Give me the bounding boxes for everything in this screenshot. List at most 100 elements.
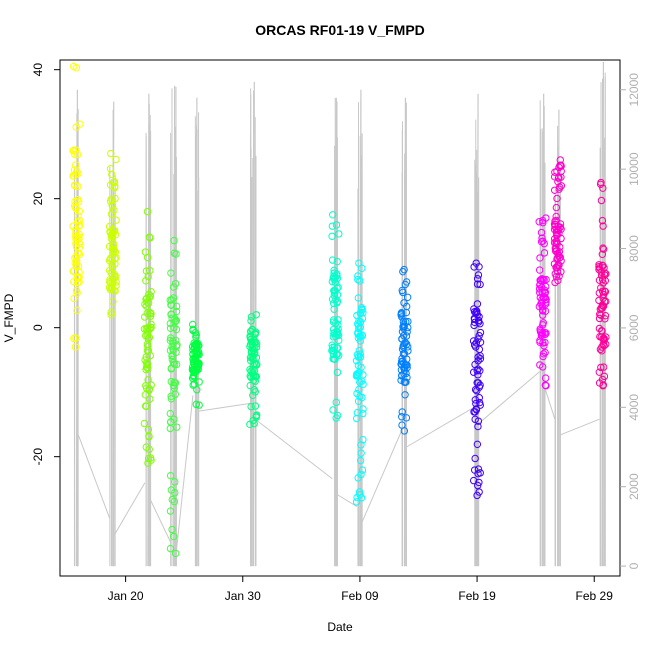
- data-point: [535, 218, 543, 226]
- data-point: [353, 389, 361, 398]
- data-point: [598, 216, 607, 225]
- data-point: [595, 261, 603, 269]
- data-point: [74, 195, 82, 204]
- data-point: [353, 493, 361, 502]
- data-point: [166, 409, 175, 418]
- data-point: [402, 414, 411, 422]
- data-point: [601, 315, 609, 323]
- data-point: [71, 181, 79, 190]
- data-point: [142, 302, 151, 310]
- data-point: [146, 351, 154, 360]
- data-point: [143, 207, 152, 216]
- data-point: [146, 309, 154, 317]
- data-point: [353, 370, 361, 378]
- data-point: [142, 295, 150, 303]
- data-point: [359, 409, 367, 418]
- data-point: [250, 419, 258, 428]
- data-point: [143, 340, 152, 348]
- data-point: [596, 180, 605, 188]
- data-point: [358, 264, 366, 272]
- data-point: [399, 350, 408, 358]
- data-point: [71, 259, 79, 267]
- data-point: [537, 228, 546, 237]
- data-point: [599, 363, 608, 371]
- data-point: [109, 229, 117, 238]
- data-point: [195, 401, 203, 409]
- data-point: [335, 230, 343, 238]
- data-point: [401, 378, 410, 387]
- data-point: [472, 405, 480, 413]
- data-point: [252, 311, 260, 319]
- altitude-connector: [77, 434, 111, 519]
- data-point: [140, 419, 149, 428]
- data-point: [329, 211, 337, 219]
- y-axis-label: V_FMPD: [2, 293, 16, 342]
- data-point: [112, 216, 120, 224]
- data-point: [541, 374, 550, 382]
- data-point: [147, 381, 155, 389]
- data-point: [596, 345, 605, 354]
- data-point: [595, 324, 604, 333]
- data-point: [358, 332, 367, 340]
- data-point: [473, 300, 482, 308]
- data-point: [142, 402, 151, 410]
- data-point: [539, 352, 547, 361]
- data-point: [169, 294, 178, 302]
- data-point: [172, 302, 181, 311]
- data-point: [540, 342, 548, 350]
- data-point: [189, 374, 197, 383]
- data-point: [109, 278, 117, 287]
- data-point: [144, 376, 152, 384]
- data-point: [554, 276, 562, 285]
- data-point: [473, 387, 481, 395]
- altitude-connector: [254, 418, 333, 480]
- data-point: [356, 318, 365, 326]
- data-point: [599, 222, 607, 230]
- data-point: [166, 424, 174, 433]
- data-point: [552, 247, 560, 255]
- data-point: [70, 294, 78, 303]
- data-point: [192, 341, 200, 349]
- data-point: [557, 182, 566, 190]
- data-point: [112, 155, 120, 164]
- data-point: [357, 363, 365, 372]
- data-point: [398, 371, 406, 380]
- data-point: [246, 333, 255, 342]
- data-point: [597, 196, 606, 205]
- data-point: [470, 321, 478, 330]
- data-point: [555, 272, 563, 280]
- data-point: [106, 181, 115, 189]
- data-point: [73, 150, 82, 159]
- data-point: [71, 150, 79, 159]
- data-point: [249, 369, 257, 377]
- data-point: [75, 250, 84, 259]
- altitude-trace: [252, 81, 255, 567]
- data-point: [539, 350, 548, 358]
- data-point: [331, 274, 339, 282]
- data-point: [166, 544, 175, 553]
- altitude-connector: [149, 498, 172, 543]
- altitude-trace: [403, 97, 407, 567]
- data-point: [475, 345, 484, 354]
- data-point: [251, 388, 259, 396]
- data-point: [73, 306, 81, 315]
- data-point: [472, 339, 481, 347]
- data-point: [250, 376, 258, 384]
- data-point: [333, 328, 341, 336]
- data-point: [474, 422, 482, 431]
- data-point: [167, 364, 176, 372]
- data-point: [359, 309, 367, 317]
- data-point: [600, 287, 609, 295]
- data-point: [72, 258, 81, 266]
- data-point: [111, 287, 119, 295]
- data-point: [403, 340, 411, 348]
- chart-title: ORCAS RF01-19 V_FMPD: [255, 22, 425, 38]
- data-point: [357, 441, 365, 449]
- data-point: [539, 294, 548, 302]
- data-point: [168, 525, 176, 534]
- data-point: [354, 275, 362, 284]
- data-point: [597, 333, 606, 341]
- data-point: [401, 391, 409, 399]
- data-point: [597, 363, 605, 372]
